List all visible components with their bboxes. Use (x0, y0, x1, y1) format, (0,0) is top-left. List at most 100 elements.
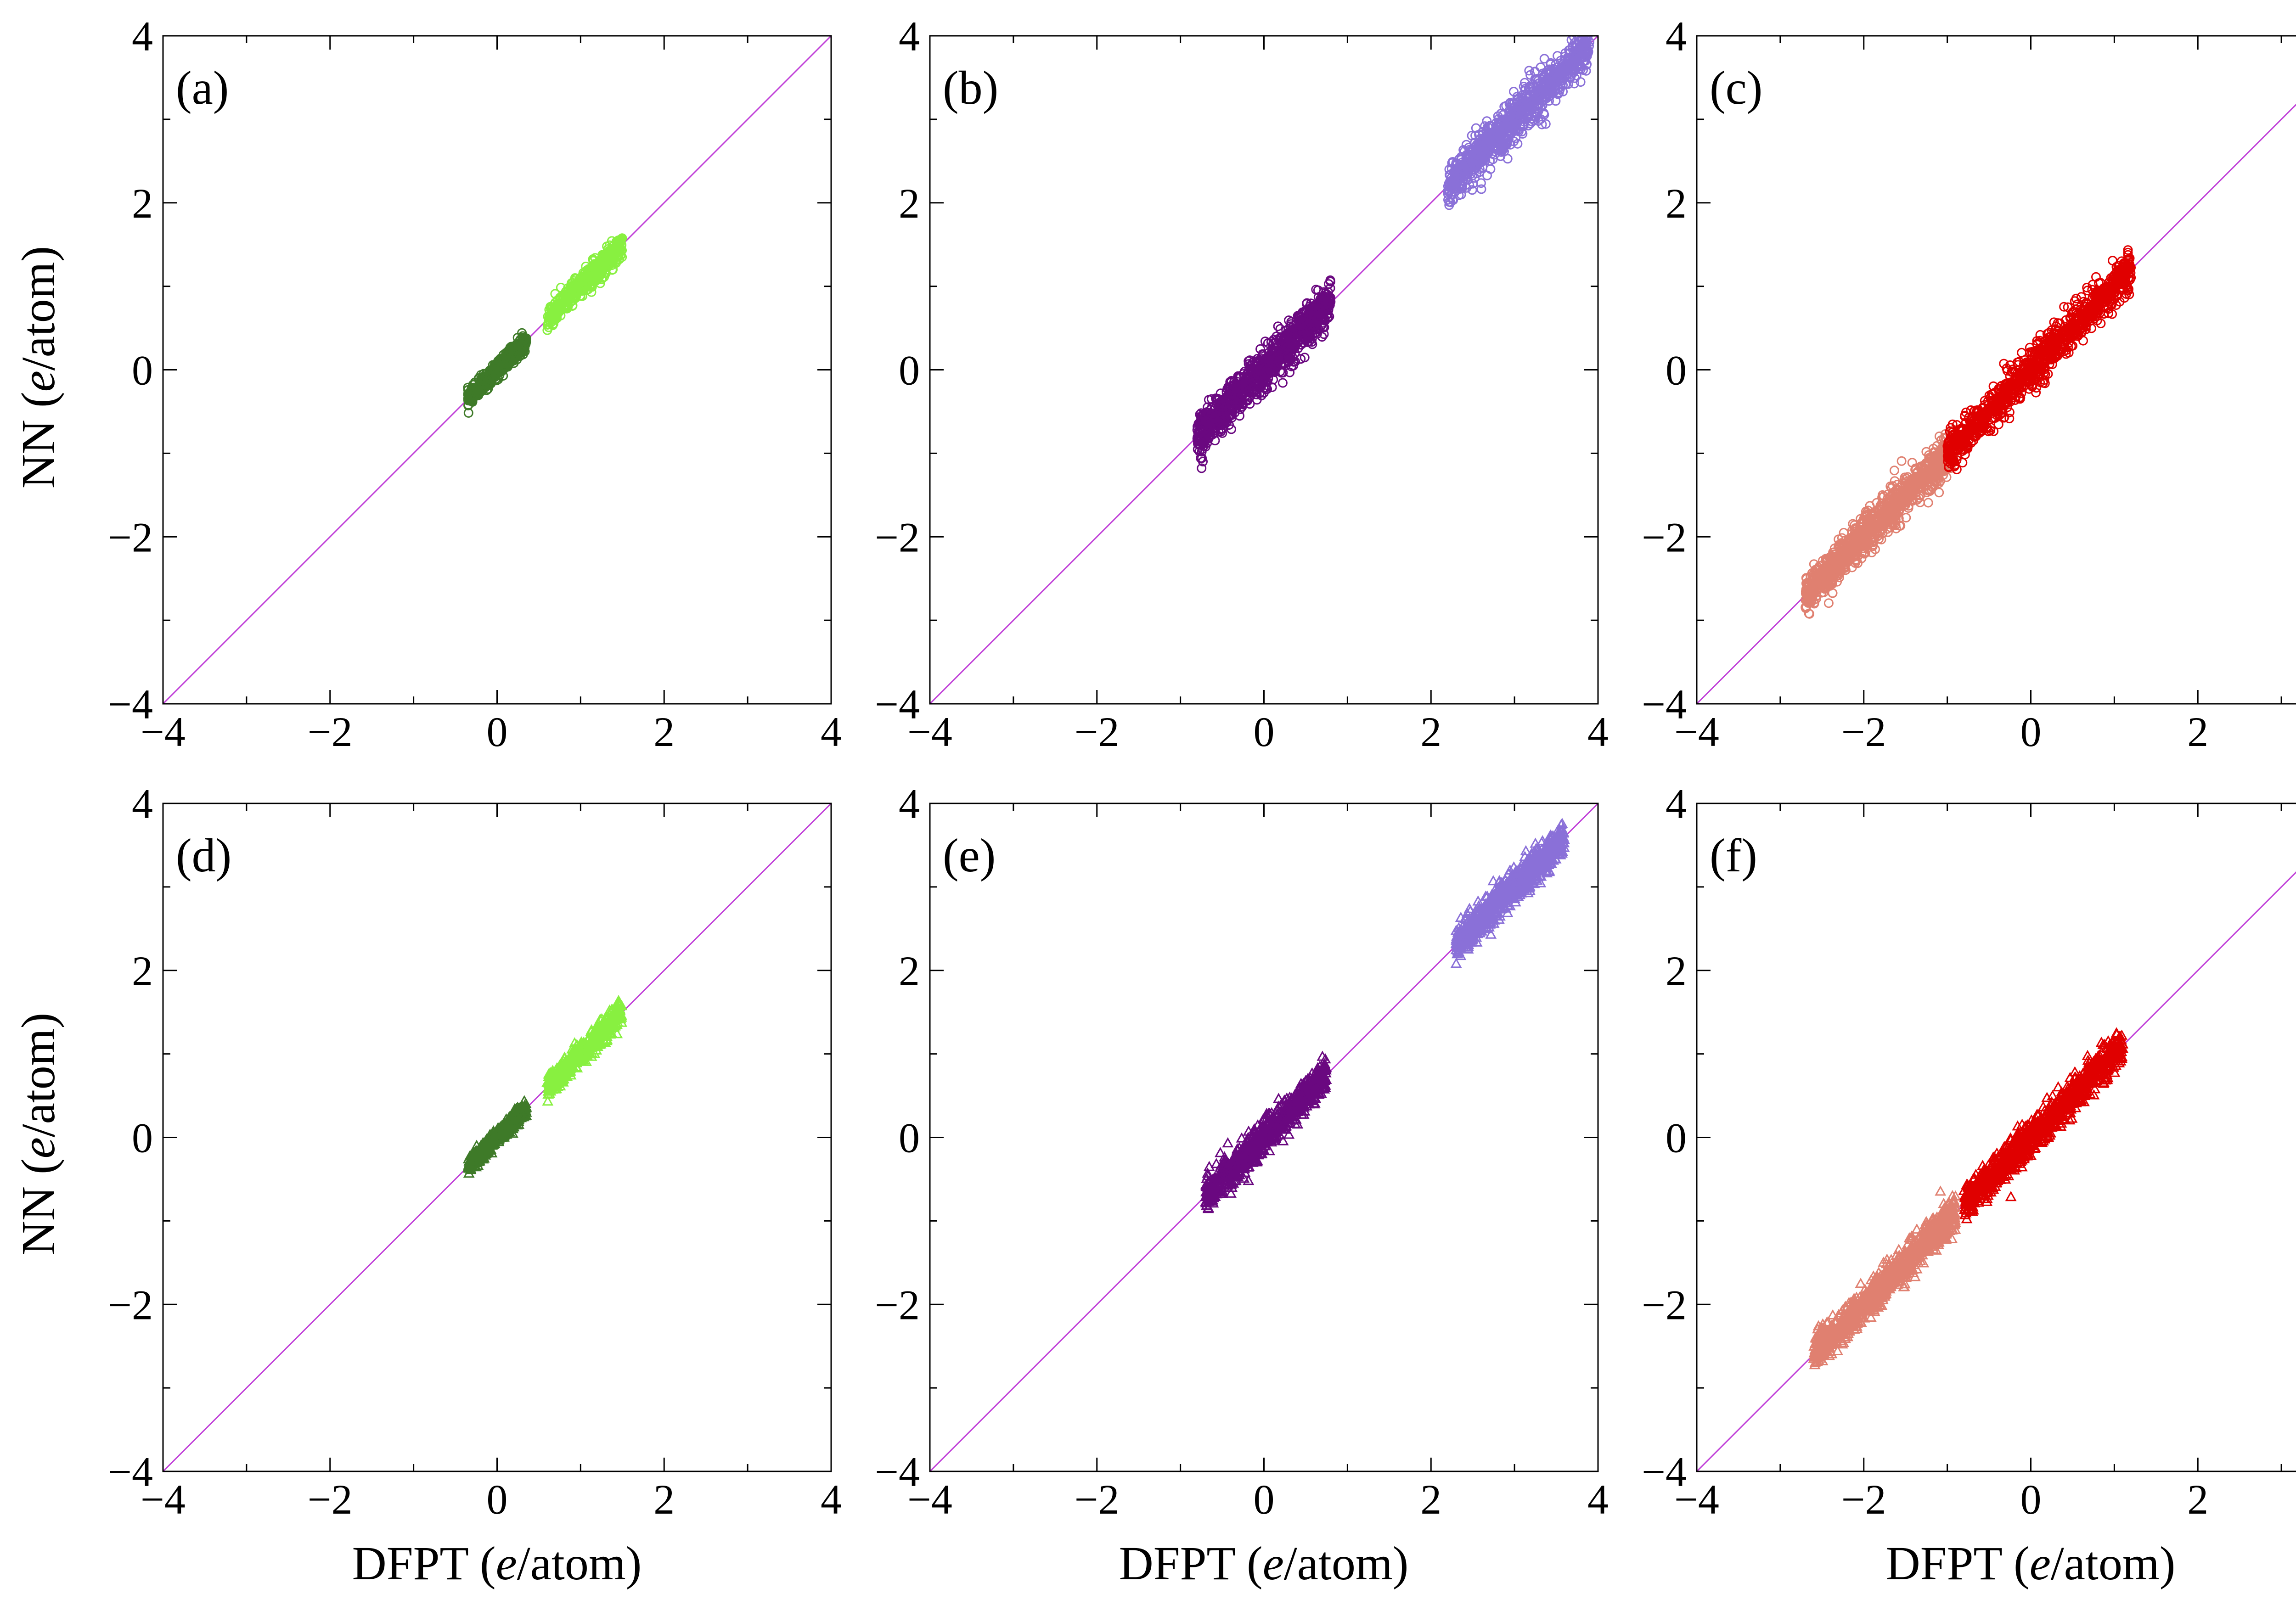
point (1801, 603, 1811, 613)
point (1910, 463, 1920, 473)
point (1554, 70, 1564, 80)
point (1472, 143, 1482, 153)
point (1850, 531, 1860, 541)
point (2104, 309, 2113, 319)
x-tick-label: 2 (653, 708, 675, 755)
point (1881, 503, 1891, 513)
point (1450, 187, 1460, 197)
point (1193, 439, 1203, 449)
point (1307, 339, 1317, 349)
point (1303, 320, 1313, 330)
point (463, 408, 473, 418)
point (1873, 509, 1883, 519)
point (1227, 413, 1237, 423)
point (1926, 484, 1936, 494)
point (1833, 570, 1843, 580)
point (1511, 125, 1521, 135)
x-tick-label: 4 (821, 708, 842, 755)
point (1946, 423, 1956, 433)
point (1233, 400, 1243, 410)
point (2105, 298, 2115, 308)
point (2094, 278, 2104, 288)
point (1224, 382, 1234, 393)
point (1491, 118, 1502, 128)
point (1461, 156, 1471, 166)
point (1256, 381, 1266, 391)
point (1513, 139, 1523, 149)
point (1839, 555, 1849, 565)
point (1576, 64, 1586, 74)
point (1318, 292, 1328, 302)
point (1959, 411, 1970, 421)
y-tick-label: −2 (108, 514, 153, 561)
point (1197, 463, 1207, 473)
x-tick-label: 2 (1420, 708, 1441, 755)
point (485, 370, 495, 380)
point (1554, 88, 1564, 97)
point (612, 238, 622, 248)
y-tick-label: −4 (875, 681, 920, 728)
series-cluster-2 (1443, 36, 1595, 210)
point (1282, 344, 1291, 354)
point (2038, 378, 2048, 388)
series-cluster-1 (463, 328, 531, 418)
point (2123, 286, 2133, 296)
point (1295, 328, 1305, 338)
point (1806, 596, 1817, 606)
point (1277, 378, 1288, 388)
point (1476, 184, 1486, 194)
point (1461, 140, 1471, 150)
point (1458, 145, 1469, 155)
point (2112, 291, 2122, 301)
point (2014, 371, 2024, 381)
point (1509, 98, 1519, 108)
point (2025, 376, 2035, 387)
point (1570, 79, 1579, 89)
point (1286, 319, 1296, 329)
point (1313, 292, 1323, 302)
point (1895, 504, 1905, 514)
point (599, 260, 609, 269)
y-tick-label: −4 (1642, 681, 1687, 728)
point (521, 336, 531, 346)
x-tick-label: −4 (1674, 708, 1719, 755)
point (1519, 82, 1529, 92)
point (510, 342, 520, 352)
point (1309, 312, 1319, 322)
point (2067, 308, 2077, 318)
point (591, 274, 601, 284)
point (2042, 344, 2052, 354)
point (1517, 112, 1527, 122)
point (1901, 497, 1911, 507)
point (542, 325, 552, 335)
point (1934, 473, 1944, 483)
point (1249, 387, 1259, 397)
point (1867, 547, 1877, 557)
point (1946, 459, 1956, 469)
point (1296, 309, 1306, 319)
point (1265, 362, 1275, 372)
point (1564, 48, 1575, 58)
point (1288, 342, 1298, 353)
point (1966, 421, 1975, 432)
point (1820, 563, 1830, 573)
point (2020, 364, 2030, 374)
point (2048, 332, 2059, 342)
point (1936, 467, 1947, 477)
series-cluster-2 (1942, 245, 2136, 475)
point (2119, 279, 2129, 289)
point (1523, 112, 1533, 122)
point (1255, 380, 1265, 390)
point (2074, 322, 2084, 331)
point (1482, 170, 1492, 180)
point (1272, 360, 1282, 370)
point (1867, 519, 1877, 529)
point (1963, 443, 1973, 454)
point (1307, 305, 1317, 315)
x-tick-label: −2 (1075, 708, 1120, 755)
point (1239, 371, 1249, 382)
x-tick-label: −4 (907, 708, 952, 755)
point (1477, 141, 1487, 151)
